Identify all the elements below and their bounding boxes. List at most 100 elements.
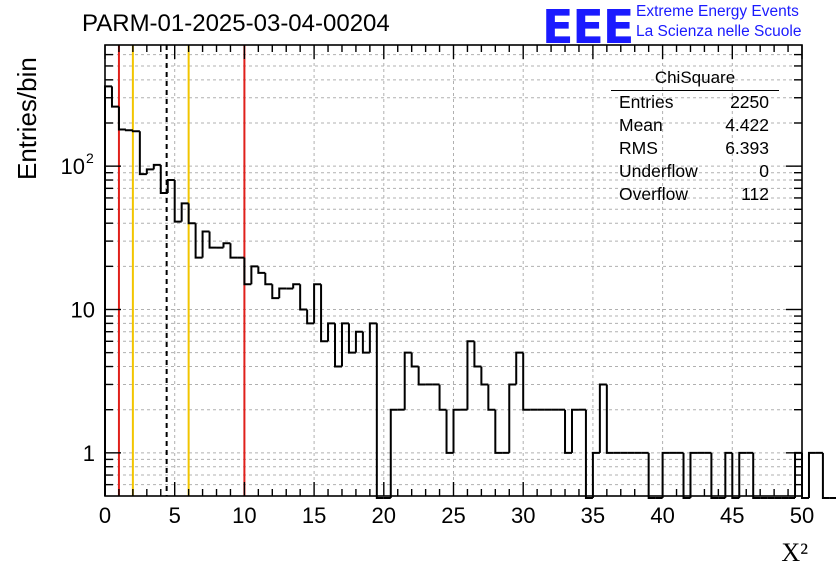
- histogram-bin: [752, 452, 761, 499]
- histogram-bin: [340, 322, 349, 367]
- reference-lines: [117, 45, 246, 496]
- histogram-bin: [354, 330, 363, 353]
- stat-label: Underflow: [619, 161, 698, 181]
- logo-line-2: La Scienza nelle Scuole: [636, 23, 802, 40]
- histogram-bin: [515, 351, 524, 385]
- stat-label: Overflow: [619, 184, 689, 204]
- y-tick-label: 10: [71, 297, 95, 322]
- x-tick-label: 50: [790, 503, 814, 528]
- histogram-bin: [131, 130, 140, 133]
- x-tick-label: 20: [372, 503, 396, 528]
- histogram-bin: [166, 179, 175, 193]
- x-tick-label: 15: [302, 503, 326, 528]
- histogram-bin: [124, 129, 133, 132]
- stats-box: ChiSquare Entries 2250 Mean 4.422 RMS 6.…: [611, 68, 779, 206]
- stat-row-rms: RMS 6.393: [611, 137, 779, 160]
- histogram-bin: [361, 331, 370, 354]
- histogram-bin: [257, 266, 266, 274]
- histogram-bin: [313, 283, 322, 324]
- x-tick-label: 5: [169, 503, 181, 528]
- histogram-bin: [306, 309, 315, 325]
- chart-title: PARM-01-2025-03-04-00204: [82, 10, 390, 37]
- histogram-bin: [598, 383, 607, 453]
- histogram-bin: [801, 452, 809, 499]
- y-axis-label: Entries/bin: [12, 57, 42, 180]
- histogram-bin: [187, 203, 196, 225]
- grid-lines: [105, 45, 802, 496]
- stat-row-overflow: Overflow 112: [611, 183, 779, 206]
- stat-label: RMS: [619, 138, 658, 158]
- histogram-bin: [466, 340, 475, 410]
- histogram-bin: [180, 202, 189, 222]
- histogram-bin: [710, 452, 719, 499]
- histogram-bin: [117, 106, 126, 131]
- histogram-bin: [194, 223, 203, 259]
- histogram-bin: [201, 230, 210, 258]
- histogram-bin: [368, 322, 377, 353]
- histogram-bin: [292, 283, 301, 289]
- histogram-bin: [410, 352, 419, 368]
- histogram-bin: [508, 383, 517, 453]
- histogram-bin: [138, 131, 147, 176]
- histogram-bin: [271, 284, 280, 300]
- x-tick-label: 35: [581, 503, 605, 528]
- histogram-bin: [807, 451, 816, 498]
- stat-row-mean: Mean 4.422: [611, 114, 779, 137]
- stat-label: Mean: [619, 115, 663, 135]
- histogram-bin: [222, 242, 231, 248]
- histogram-bin: [243, 257, 252, 286]
- stats-title: ChiSquare: [611, 68, 779, 91]
- stat-row-entries: Entries 2250: [611, 91, 779, 114]
- x-tick-label: 25: [441, 503, 465, 528]
- histogram-bin: [110, 86, 119, 108]
- stat-row-underflow: Underflow 0: [611, 160, 779, 183]
- histogram-bin: [145, 168, 154, 175]
- histogram-bin: [320, 284, 329, 343]
- histogram-bin: [522, 352, 531, 411]
- histogram-bin: [403, 351, 412, 410]
- histogram-bin: [417, 366, 426, 386]
- histogram-bin: [731, 452, 740, 499]
- histogram-bin: [229, 243, 238, 259]
- stat-value: 112: [741, 184, 769, 204]
- histogram-bin: [480, 366, 489, 386]
- histogram-bin: [487, 384, 496, 411]
- histogram-bin: [173, 180, 182, 223]
- y-tick-label: 1: [83, 441, 95, 466]
- histogram-bin: [152, 163, 161, 170]
- histogram-bin: [278, 287, 287, 299]
- histogram-bin: [208, 231, 217, 249]
- histogram-bin: [647, 452, 656, 499]
- histogram-bin: [264, 272, 273, 286]
- histogram-bin: [564, 409, 572, 454]
- x-tick-label: 10: [232, 503, 256, 528]
- x-tick-label: 0: [99, 503, 111, 528]
- histogram-bin: [452, 408, 461, 453]
- histogram-bin: [327, 322, 336, 342]
- eee-logo: EEE: [542, 0, 634, 54]
- x-tick-label: 45: [720, 503, 744, 528]
- histogram-bin: [570, 408, 579, 453]
- histogram-bin: [159, 164, 168, 194]
- stat-value: 0: [759, 161, 769, 181]
- y-tick-exponent: 2: [86, 150, 94, 166]
- histogram-bin: [682, 452, 691, 499]
- x-tick-label: 30: [511, 503, 535, 528]
- histogram-bin: [438, 384, 447, 411]
- y-tick-label: 10: [61, 154, 85, 179]
- histogram-bin: [605, 384, 614, 454]
- x-axis-label: X²: [781, 538, 808, 567]
- histogram-bin: [375, 323, 384, 499]
- histogram-bin: [299, 284, 308, 311]
- histogram-bin: [445, 409, 454, 454]
- histogram-bin: [250, 265, 259, 285]
- histogram-bin: [494, 409, 503, 454]
- stat-value: 6.393: [725, 138, 769, 158]
- histogram-bin: [104, 85, 112, 496]
- stat-value: 2250: [730, 92, 769, 112]
- x-tick-label: 40: [650, 503, 674, 528]
- histogram-bin: [584, 409, 593, 499]
- histogram-bin: [334, 323, 342, 368]
